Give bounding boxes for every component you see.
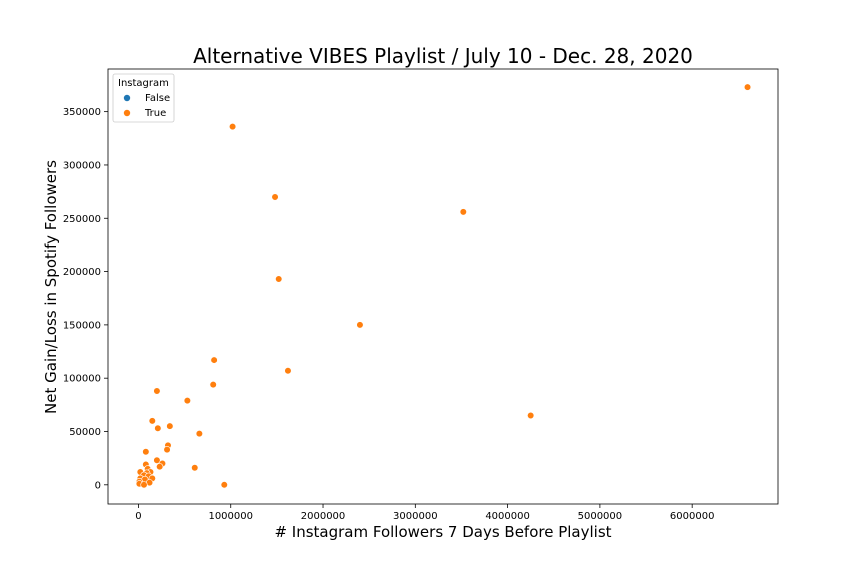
- x-tick-label: 4000000: [485, 511, 530, 522]
- data-point: [527, 411, 535, 420]
- y-tick-label: 200000: [63, 267, 101, 278]
- x-tick-label: 1000000: [208, 511, 253, 522]
- data-point: [284, 367, 292, 375]
- y-tick-label: 100000: [63, 374, 101, 385]
- data-point: [153, 387, 161, 395]
- legend-label-false: False: [145, 93, 170, 104]
- y-tick-label: 150000: [63, 320, 101, 331]
- data-point: [743, 83, 752, 91]
- data-point: [220, 481, 228, 489]
- data-point: [156, 463, 164, 471]
- data-point: [356, 321, 364, 329]
- data-point: [183, 396, 191, 405]
- x-tick-label: 3000000: [393, 511, 438, 522]
- legend-label-true: True: [144, 108, 166, 119]
- data-point: [459, 208, 467, 216]
- plot-area: [107, 68, 779, 505]
- data-point: [228, 122, 237, 131]
- data-point: [271, 193, 279, 201]
- legend-title: Instagram: [118, 78, 169, 89]
- data-point: [210, 356, 218, 364]
- x-axis: 0 1000000 2000000 3000000 4000000 5000000 6000…: [135, 504, 714, 522]
- y-tick-label: 350000: [63, 107, 101, 118]
- chart-title: Alternative VIBES Playlist / July 10 - D…: [193, 44, 693, 68]
- data-point: [163, 446, 171, 454]
- data-point: [140, 481, 148, 489]
- y-tick-label: 50000: [69, 427, 101, 438]
- x-tick-label: 0: [135, 511, 141, 522]
- x-tick-label: 5000000: [578, 511, 623, 522]
- data-point: [154, 424, 162, 432]
- legend-marker-false: [123, 94, 131, 102]
- y-axis-title: Net Gain/Loss in Spotify Followers: [42, 160, 60, 414]
- x-tick-label: 6000000: [670, 511, 715, 522]
- legend: Instagram False True: [112, 73, 175, 123]
- data-point: [191, 464, 199, 472]
- x-axis-title: # Instagram Followers 7 Days Before Play…: [274, 523, 611, 541]
- data-point: [142, 448, 150, 456]
- data-point: [148, 417, 156, 425]
- data-points: [135, 83, 752, 489]
- y-axis: 0 50000 100000 150000 200000 250000 300000 3500…: [63, 107, 108, 491]
- y-tick-label: 300000: [63, 160, 101, 171]
- data-point: [195, 430, 203, 438]
- data-point: [275, 275, 283, 283]
- legend-marker-true: [123, 109, 131, 117]
- y-tick-label: 250000: [63, 214, 101, 225]
- data-point: [209, 380, 217, 389]
- y-tick-label: 0: [95, 480, 101, 491]
- data-point: [153, 456, 161, 464]
- data-point: [166, 422, 174, 430]
- x-tick-label: 2000000: [301, 511, 346, 522]
